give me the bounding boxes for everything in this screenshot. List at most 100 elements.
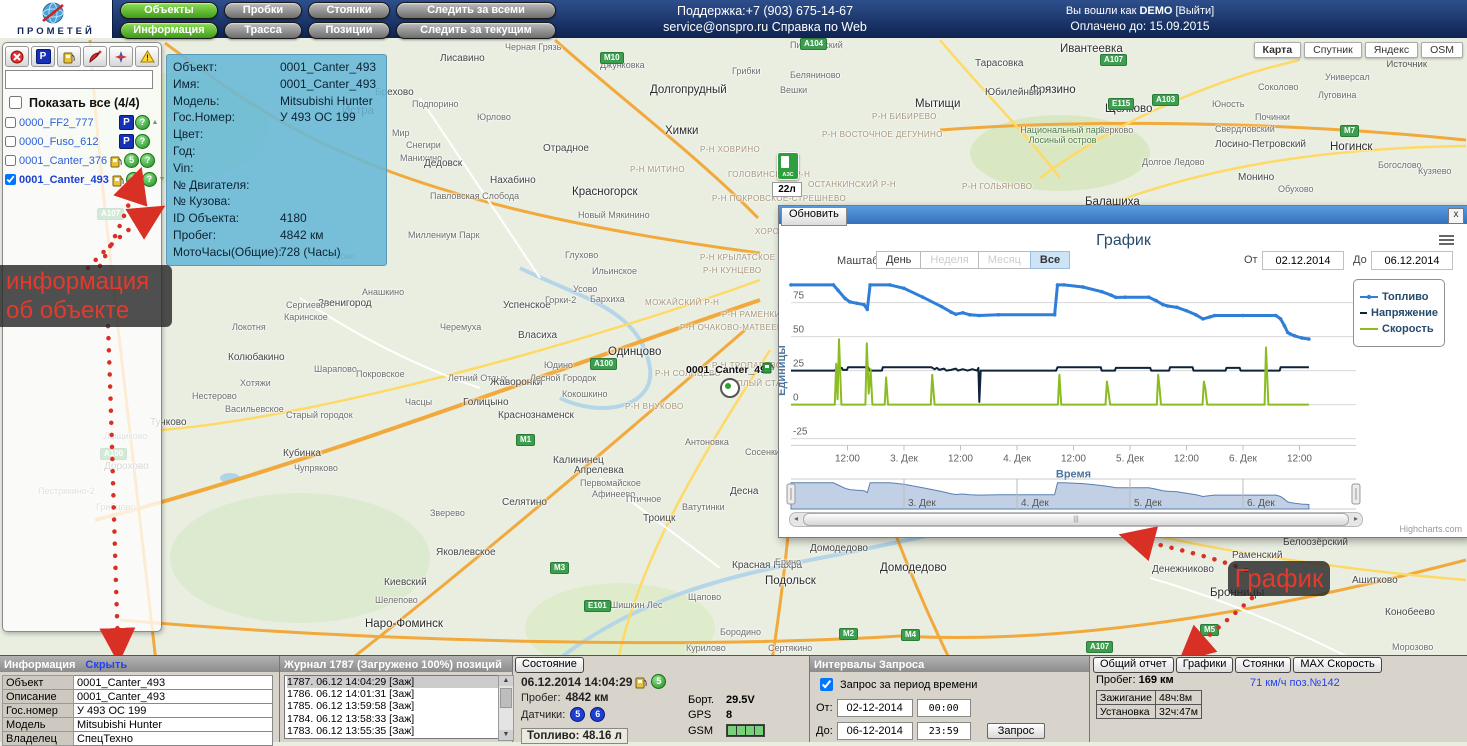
vehicle-row[interactable]: 0000_FF2_777 P ? ▲: [3, 113, 161, 132]
report-tab[interactable]: Графики: [1175, 657, 1234, 673]
mileage-value: 4842 км: [565, 692, 609, 704]
scale-day-button[interactable]: День: [876, 251, 922, 269]
question-icon[interactable]: ?: [141, 172, 157, 187]
sidebar-toolbar: P !: [3, 43, 161, 69]
question-icon[interactable]: ?: [135, 115, 150, 130]
scrollbar-left-icon[interactable]: ◂: [793, 514, 798, 523]
map-type-map-button[interactable]: Карта: [1253, 42, 1302, 58]
journal-list[interactable]: 1787. 06.12 14:04:29 [Заж] 1786. 06.12 14…: [284, 675, 500, 739]
legend-item[interactable]: Топливо: [1360, 291, 1438, 303]
vehicle-row[interactable]: 0000_Fuso_612 P ?: [3, 132, 161, 151]
svg-text:12:00: 12:00: [835, 453, 860, 464]
map-source-osm-button[interactable]: OSM: [1421, 42, 1463, 58]
stops-button[interactable]: Стоянки: [308, 2, 390, 19]
journal-scrollbar[interactable]: ▲ ▼: [498, 675, 514, 741]
vehicle-checkbox[interactable]: [5, 155, 16, 166]
info-popup-label: № Кузова:: [173, 194, 231, 209]
question-icon[interactable]: ?: [140, 153, 156, 168]
sensor-6-icon[interactable]: 6: [590, 707, 606, 722]
show-all-checkbox[interactable]: [9, 96, 22, 109]
scale-all-button[interactable]: Все: [1029, 251, 1071, 269]
scroll-up-icon[interactable]: ▲: [499, 676, 513, 686]
chart-legend[interactable]: Топливо Напряжение Скорость: [1353, 279, 1445, 347]
satellite-button[interactable]: [83, 46, 107, 67]
vehicle-checkbox[interactable]: [5, 117, 16, 128]
scroll-up-icon[interactable]: ▲: [151, 119, 159, 126]
support-email-link[interactable]: service@onspro.ru Справка по Web: [663, 20, 867, 34]
interval-to-time-input[interactable]: [916, 722, 971, 740]
svg-text:6. Дек: 6. Дек: [1247, 498, 1275, 509]
vehicle-name-link[interactable]: 0000_FF2_777: [19, 116, 94, 129]
routes-button[interactable]: [109, 46, 133, 67]
logout-link[interactable]: [Выйти]: [1175, 5, 1215, 17]
journal-title: Журнал 1787 (Загружено 100%) позиций: [284, 658, 502, 671]
interval-from-time-input[interactable]: [916, 699, 971, 717]
vehicle-name-link[interactable]: 0001_Canter_376: [19, 154, 108, 167]
scroll-down-icon[interactable]: ▼: [499, 730, 513, 740]
date-to-input[interactable]: [1371, 251, 1453, 270]
journal-entry[interactable]: 1785. 06.12 13:59:58 [Заж]: [287, 700, 415, 713]
vehicle-name-link[interactable]: 0000_Fuso_612: [19, 135, 99, 148]
report-tab[interactable]: MAX Скорость: [1293, 657, 1382, 673]
chart-panel-titlebar[interactable]: [779, 206, 1467, 224]
context-menu-icon[interactable]: [1439, 235, 1454, 247]
report-tab[interactable]: Стоянки: [1235, 657, 1292, 673]
follow-all-button[interactable]: Следить за всеми: [396, 2, 556, 19]
journal-entry[interactable]: 1786. 06.12 14:01:31 [Заж]: [287, 688, 415, 701]
map-type-satellite-button[interactable]: Спутник: [1304, 42, 1362, 58]
close-chart-button[interactable]: x: [1448, 208, 1464, 224]
vehicle-checkbox[interactable]: [5, 136, 16, 147]
date-from-input[interactable]: [1262, 251, 1344, 270]
tab-status[interactable]: Состояние: [515, 657, 584, 673]
info-popup-value: Mitsubishi Hunter: [280, 93, 373, 108]
vehicle-checkbox[interactable]: [5, 174, 16, 185]
legend-item[interactable]: Напряжение: [1360, 307, 1438, 319]
legend-item[interactable]: Скорость: [1360, 323, 1438, 335]
reports-section: Общий отчет Графики Стоянки MAX Скорость Пр…: [1090, 656, 1467, 742]
map-source-yandex-button[interactable]: Яндекс: [1364, 42, 1419, 58]
journal-entry[interactable]: 1783. 06.12 13:55:35 [Заж]: [287, 724, 415, 737]
vehicle-row[interactable]: 0001_Canter_376 5 ?: [3, 151, 161, 170]
hide-link[interactable]: Скрыть: [85, 658, 128, 671]
interval-to-date-input[interactable]: [836, 722, 913, 740]
refresh-button[interactable]: Обновить: [781, 207, 847, 226]
parking-filter-button[interactable]: P: [31, 46, 55, 67]
objects-button[interactable]: Объекты: [120, 2, 218, 19]
close-all-button[interactable]: [5, 46, 29, 67]
intervals-section: Интервалы Запроса Запрос за период време…: [810, 656, 1090, 742]
scrollbar-thumb[interactable]: |||: [803, 513, 1349, 526]
scroll-thumb[interactable]: [500, 688, 512, 708]
fuel-filter-button[interactable]: [57, 46, 81, 67]
information-button[interactable]: Информация: [120, 22, 218, 39]
track-button[interactable]: Трасса: [224, 22, 302, 39]
chart-scrollbar[interactable]: ◂ ||| ▸: [789, 512, 1363, 527]
info-row-value: У 493 ОС 199: [73, 703, 273, 718]
question-icon[interactable]: ?: [135, 134, 150, 149]
period-checkbox[interactable]: [820, 678, 833, 691]
report-tab[interactable]: Общий отчет: [1093, 657, 1174, 673]
journal-entry[interactable]: 1787. 06.12 14:04:29 [Заж]: [287, 676, 499, 689]
sensor-5-icon[interactable]: 5: [570, 707, 586, 722]
highcharts-credit[interactable]: Highcharts.com: [1399, 524, 1462, 534]
fuel-station-marker[interactable]: АЗС: [777, 152, 799, 180]
annotation-line: информация: [6, 268, 150, 295]
svg-text:!: !: [146, 54, 149, 63]
vehicle-row-selected[interactable]: 0001_Canter_493 5 ? ▼: [3, 170, 165, 189]
journal-entry[interactable]: 1784. 06.12 13:58:33 [Заж]: [287, 712, 415, 725]
interval-from-date-input[interactable]: [836, 699, 913, 717]
vehicle-marker-label[interactable]: 0001_Canter_493: [686, 364, 772, 376]
vehicle-marker[interactable]: [720, 378, 740, 398]
scale-week-button[interactable]: Неделя: [920, 251, 979, 269]
vehicle-sidebar: P ! Показать все (4/4) 0000_FF2_777 P ? …: [2, 42, 165, 632]
query-button[interactable]: Запрос: [986, 723, 1046, 739]
chart-plot[interactable]: -25 0 25 50 75 12:00 3. Дек 12:00 4. Дек 12:00 5. …: [779, 264, 1467, 514]
positions-button[interactable]: Позиции: [308, 22, 390, 39]
alerts-button[interactable]: !: [135, 46, 159, 67]
vehicle-search-input[interactable]: [5, 70, 153, 89]
max-speed-link[interactable]: 71 км/ч поз.№142: [1250, 677, 1340, 689]
traffic-button[interactable]: Пробки: [224, 2, 302, 19]
scrollbar-right-icon[interactable]: ▸: [1353, 514, 1358, 523]
scroll-down-icon[interactable]: ▼: [158, 176, 166, 183]
follow-current-button[interactable]: Следить за текущим: [396, 22, 556, 39]
vehicle-name-link[interactable]: 0001_Canter_493: [19, 173, 109, 186]
